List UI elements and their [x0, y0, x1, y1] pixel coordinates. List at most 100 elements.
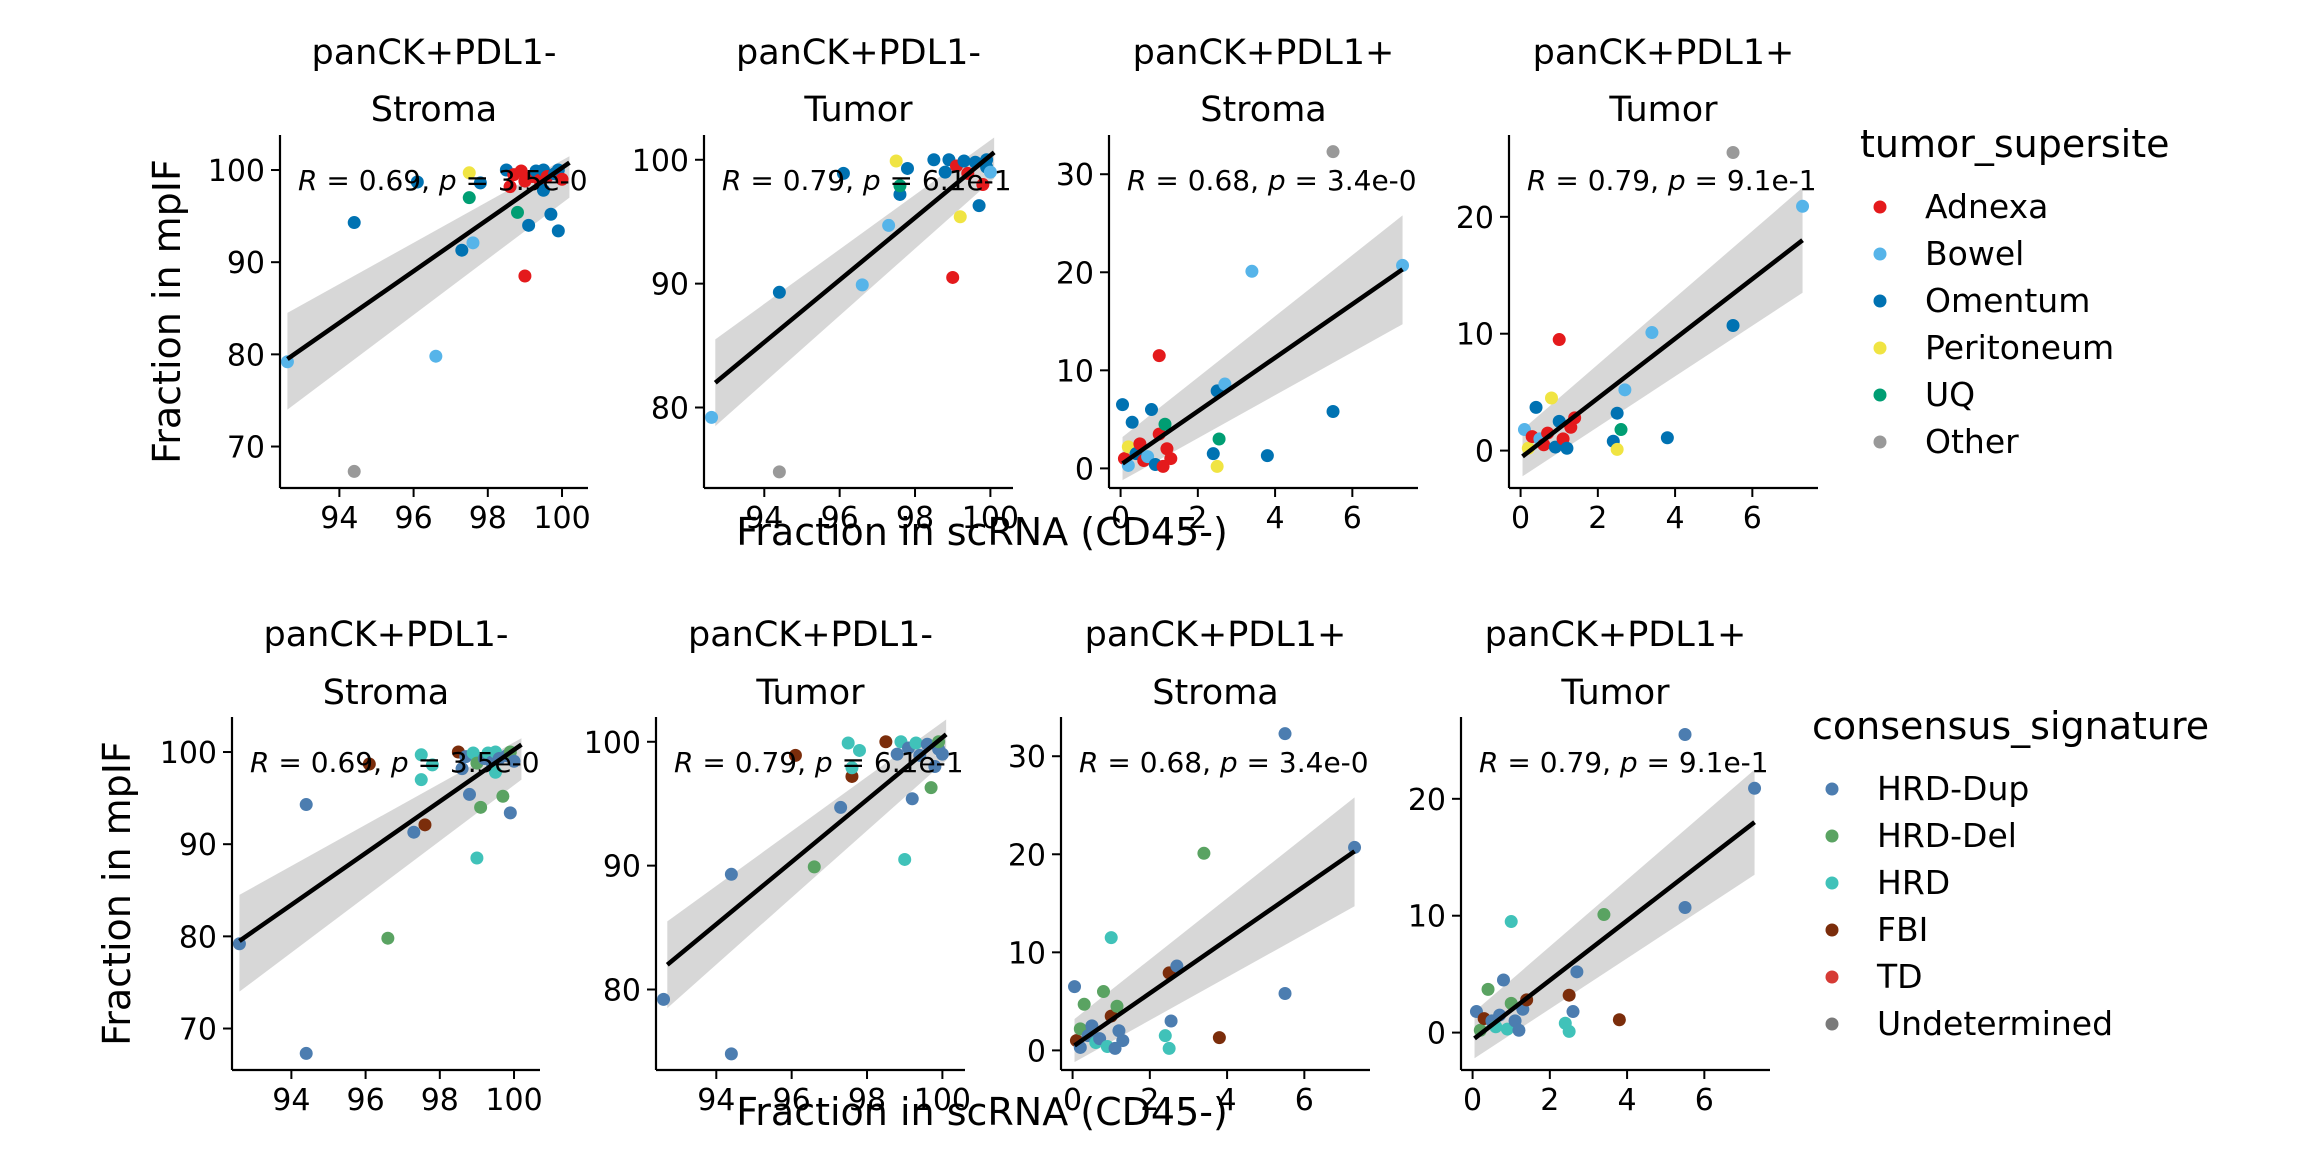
data-point	[1116, 1034, 1130, 1048]
data-point	[347, 216, 361, 230]
data-point	[957, 154, 971, 168]
data-point	[1618, 383, 1632, 397]
facet-title-line: panCK+PDL1+	[1533, 33, 1795, 73]
legend-marker	[1825, 923, 1839, 937]
legend-tumor_supersite: tumor_supersite Adnexa Bowel Omentum Periton…	[1860, 122, 2170, 461]
data-point	[1552, 333, 1566, 347]
data-point	[1125, 415, 1139, 429]
data-point	[407, 825, 421, 839]
facet-title-line: panCK+PDL1+	[1133, 33, 1395, 73]
data-point	[905, 792, 919, 806]
data-point	[657, 992, 671, 1006]
data-point	[1212, 432, 1226, 446]
data-point	[953, 210, 967, 224]
y-tick-label: 20	[1456, 201, 1494, 236]
panel-2-4: panCK+PDL1+ Tumor R = 0.79, p = 9.1e-1 0 2 4 6…	[1408, 615, 1770, 1118]
data-point	[1481, 982, 1495, 996]
legend-label: UQ	[1925, 375, 1975, 414]
data-point	[938, 165, 952, 179]
facet-title-line: panCK+PDL1-	[688, 615, 933, 655]
data-point	[1610, 406, 1624, 420]
panel-1-4: panCK+PDL1+ Tumor R = 0.79, p = 9.1e-1 0 2 4 6…	[1456, 33, 1818, 536]
y-tick-label: 10	[1456, 318, 1494, 353]
panel-1-1: panCK+PDL1- Stroma R = 0.69, p = 3.5e-0 94 9…	[208, 33, 591, 536]
y-tick-label: 10	[1008, 936, 1046, 971]
data-point	[522, 218, 536, 232]
data-point	[1104, 931, 1118, 945]
data-point	[1096, 985, 1110, 999]
regression-line	[286, 160, 571, 361]
y-tick-label: 30	[1056, 158, 1094, 193]
data-point	[1548, 440, 1562, 454]
data-point	[972, 199, 986, 213]
data-point	[705, 410, 719, 424]
confidence-band	[239, 738, 522, 992]
data-point	[455, 243, 469, 257]
data-point	[946, 270, 960, 284]
data-point	[1278, 987, 1292, 1001]
x-tick-label: 4	[1218, 1083, 1237, 1118]
data-point	[470, 851, 484, 865]
data-point	[927, 153, 941, 167]
correlation-label: R = 0.69, p = 3.5e-0	[298, 164, 588, 197]
legend-marker	[1873, 200, 1887, 214]
facet-row-1: panCK+PDL1- Stroma R = 0.69, p = 3.5e-0 94 9…	[145, 33, 1818, 554]
x-tick-label: 96	[773, 1083, 811, 1118]
data-point	[1110, 999, 1124, 1013]
legend-label: Bowel	[1925, 234, 2024, 273]
data-point	[1162, 1041, 1176, 1055]
legend-title: tumor_supersite	[1860, 122, 2170, 166]
regression-line	[1121, 267, 1404, 466]
data-point	[299, 798, 313, 812]
data-point	[836, 166, 850, 180]
data-point	[503, 180, 517, 194]
legend-label: Undetermined	[1877, 1004, 2113, 1043]
data-point	[1206, 447, 1220, 461]
legend-marker	[1825, 782, 1839, 796]
x-tick-label: 96	[394, 501, 432, 536]
x-tick-label: 94	[272, 1083, 310, 1118]
panel-2-1: panCK+PDL1- Stroma R = 0.69, p = 3.5e-0 94 9…	[160, 615, 543, 1118]
data-point	[724, 1047, 738, 1061]
facet-title-line: Tumor	[1560, 673, 1670, 713]
data-point	[935, 747, 949, 761]
x-tick-label: 94	[697, 1083, 735, 1118]
y-tick-label: 0	[1075, 452, 1094, 487]
data-point	[507, 754, 521, 768]
data-point	[510, 205, 524, 219]
data-point	[414, 773, 428, 787]
data-point	[1158, 1029, 1172, 1043]
data-point	[536, 183, 550, 197]
data-point	[514, 164, 528, 178]
y-tick-label: 20	[1008, 838, 1046, 873]
data-point	[429, 349, 443, 363]
data-point	[1245, 264, 1259, 278]
x-tick-label: 2	[1540, 1083, 1559, 1118]
data-point	[496, 789, 510, 803]
data-point	[909, 736, 923, 750]
data-point	[1164, 1014, 1178, 1028]
y-tick-label: 0	[1027, 1034, 1046, 1069]
confidence-band	[1122, 215, 1403, 481]
correlation-label: R = 0.68, p = 3.4e-0	[1079, 746, 1369, 779]
legend-label: Other	[1925, 422, 2019, 461]
facet-title-line: panCK+PDL1+	[1085, 615, 1347, 655]
data-point	[425, 758, 439, 772]
data-point	[1068, 980, 1082, 994]
data-point	[845, 761, 859, 775]
y-tick-label: 80	[179, 920, 217, 955]
data-point	[1212, 1031, 1226, 1045]
legend-label: HRD-Dup	[1877, 769, 2029, 808]
x-tick-label: 6	[1743, 501, 1762, 536]
data-point	[1796, 199, 1810, 213]
legend-marker	[1825, 829, 1839, 843]
legend-marker	[1873, 435, 1887, 449]
legend-label: FBI	[1877, 910, 1928, 949]
data-point	[466, 746, 480, 760]
data-point	[1645, 326, 1659, 340]
x-tick-label: 6	[1695, 1083, 1714, 1118]
x-tick-label: 100	[533, 501, 590, 536]
y-tick-label: 100	[584, 726, 641, 761]
data-point	[1562, 1024, 1576, 1038]
